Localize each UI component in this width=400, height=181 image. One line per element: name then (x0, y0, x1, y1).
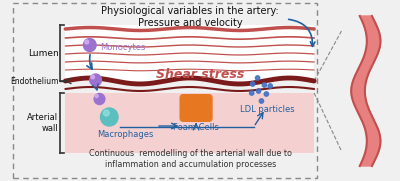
Circle shape (94, 94, 105, 104)
Circle shape (85, 40, 89, 44)
Circle shape (104, 110, 109, 116)
FancyBboxPatch shape (180, 94, 213, 122)
Text: LDL particles: LDL particles (240, 105, 295, 114)
Circle shape (264, 92, 268, 96)
Text: Shear stress: Shear stress (156, 68, 244, 81)
Circle shape (256, 89, 261, 93)
Circle shape (250, 82, 255, 86)
Text: Macrophages: Macrophages (98, 130, 154, 139)
Text: Endothelium: Endothelium (10, 77, 58, 85)
Text: Foam Cells: Foam Cells (173, 123, 219, 132)
Text: Arterial
wall: Arterial wall (28, 113, 58, 133)
Circle shape (268, 84, 272, 88)
Circle shape (91, 75, 94, 79)
Circle shape (100, 108, 118, 126)
Circle shape (259, 99, 264, 103)
Bar (13, 3, 317, 178)
Circle shape (262, 83, 266, 87)
Circle shape (256, 76, 260, 80)
Bar (65, 93, 314, 153)
Circle shape (90, 74, 102, 86)
Text: Monocytes: Monocytes (100, 43, 146, 52)
Text: Physiological variables in the artery:
Pressure and velocity: Physiological variables in the artery: P… (101, 6, 279, 28)
Circle shape (250, 91, 254, 95)
Bar (65, 25, 314, 81)
Circle shape (84, 39, 96, 52)
Circle shape (95, 94, 98, 98)
Text: Continuous  remodelling of the arterial wall due to
inflammation and accumulatio: Continuous remodelling of the arterial w… (89, 149, 292, 169)
Polygon shape (351, 16, 380, 166)
FancyArrowPatch shape (289, 19, 315, 46)
Text: Lumen: Lumen (28, 49, 58, 58)
